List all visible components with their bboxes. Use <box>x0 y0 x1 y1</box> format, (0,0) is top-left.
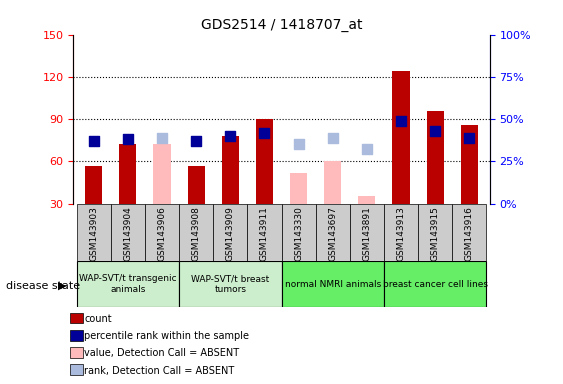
Text: WAP-SVT/t transgenic
animals: WAP-SVT/t transgenic animals <box>79 275 177 294</box>
Bar <box>392 71 409 204</box>
FancyBboxPatch shape <box>350 204 384 261</box>
Point <box>294 141 303 147</box>
FancyBboxPatch shape <box>111 204 145 261</box>
Point <box>328 134 337 141</box>
Bar <box>358 197 376 204</box>
FancyBboxPatch shape <box>418 204 452 261</box>
Text: count: count <box>84 314 112 324</box>
Text: GSM143909: GSM143909 <box>226 207 235 261</box>
Bar <box>222 136 239 204</box>
Text: GSM143903: GSM143903 <box>89 207 98 261</box>
Bar <box>154 144 171 204</box>
Text: GSM143904: GSM143904 <box>123 207 132 261</box>
Point <box>226 133 235 139</box>
Point <box>158 134 167 141</box>
Text: ▶: ▶ <box>58 281 66 291</box>
FancyBboxPatch shape <box>77 204 111 261</box>
Point <box>396 118 405 124</box>
FancyBboxPatch shape <box>316 204 350 261</box>
Text: rank, Detection Call = ABSENT: rank, Detection Call = ABSENT <box>84 366 235 376</box>
Text: normal NMRI animals: normal NMRI animals <box>285 280 381 289</box>
FancyBboxPatch shape <box>452 204 486 261</box>
Bar <box>427 111 444 204</box>
Point <box>89 138 98 144</box>
Text: GSM143891: GSM143891 <box>363 207 372 261</box>
Bar <box>187 166 205 204</box>
FancyBboxPatch shape <box>213 204 247 261</box>
FancyBboxPatch shape <box>145 204 179 261</box>
Point <box>431 128 440 134</box>
Bar <box>256 119 273 204</box>
Point <box>191 138 200 144</box>
Text: disease state: disease state <box>6 281 80 291</box>
Title: GDS2514 / 1418707_at: GDS2514 / 1418707_at <box>201 18 362 32</box>
Text: GSM143906: GSM143906 <box>158 207 167 261</box>
FancyBboxPatch shape <box>384 204 418 261</box>
Text: GSM143913: GSM143913 <box>396 207 405 261</box>
FancyBboxPatch shape <box>179 204 213 261</box>
Bar <box>461 125 478 204</box>
FancyBboxPatch shape <box>179 261 282 307</box>
Text: GSM143908: GSM143908 <box>191 207 200 261</box>
Point <box>465 134 474 141</box>
Text: GSM143697: GSM143697 <box>328 207 337 261</box>
Text: GSM143330: GSM143330 <box>294 207 303 261</box>
FancyBboxPatch shape <box>384 261 486 307</box>
Bar <box>290 172 307 204</box>
Text: GSM143916: GSM143916 <box>465 207 474 261</box>
Text: breast cancer cell lines: breast cancer cell lines <box>383 280 488 289</box>
Text: GSM143911: GSM143911 <box>260 207 269 261</box>
Point <box>260 129 269 136</box>
Text: WAP-SVT/t breast
tumors: WAP-SVT/t breast tumors <box>191 275 270 294</box>
FancyBboxPatch shape <box>247 204 282 261</box>
Text: GSM143915: GSM143915 <box>431 207 440 261</box>
Point <box>363 146 372 152</box>
FancyBboxPatch shape <box>282 204 316 261</box>
Bar <box>324 161 341 204</box>
FancyBboxPatch shape <box>77 261 179 307</box>
Bar <box>119 144 136 204</box>
Point <box>123 136 132 142</box>
Bar <box>85 166 102 204</box>
FancyBboxPatch shape <box>282 261 384 307</box>
Text: value, Detection Call = ABSENT: value, Detection Call = ABSENT <box>84 348 240 358</box>
Text: percentile rank within the sample: percentile rank within the sample <box>84 331 249 341</box>
